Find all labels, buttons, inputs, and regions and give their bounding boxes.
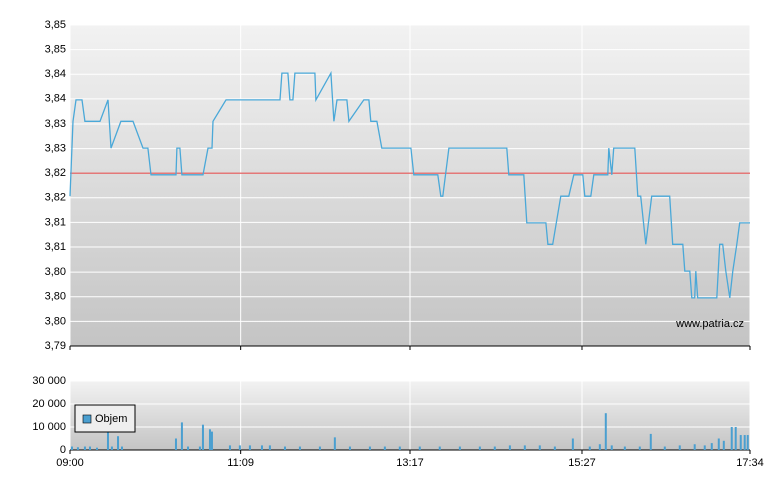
volume-bar xyxy=(174,438,177,450)
volume-bar xyxy=(88,446,91,450)
volume-bar xyxy=(703,445,706,450)
volume-bar xyxy=(493,446,496,450)
volume-bar xyxy=(604,413,607,450)
volume-bar xyxy=(571,438,574,450)
volume-bar xyxy=(722,440,725,450)
volume-bar xyxy=(198,446,201,450)
volume-bar xyxy=(76,447,79,450)
volume-bar xyxy=(478,446,481,450)
volume-bar xyxy=(598,444,601,450)
y-tick-label: 30 000 xyxy=(32,375,66,387)
volume-bar xyxy=(398,446,401,450)
x-tick-label: 15:27 xyxy=(568,457,596,469)
volume-bar xyxy=(649,433,652,450)
volume-bar xyxy=(739,435,742,450)
volume-bar xyxy=(588,446,591,450)
y-tick-label: 3,85 xyxy=(45,19,66,31)
volume-bar xyxy=(95,447,98,450)
volume-bar xyxy=(553,446,556,450)
volume-bar xyxy=(210,431,213,450)
volume-bar xyxy=(368,446,371,450)
y-tick-label: 0 xyxy=(60,444,66,456)
x-tick-label: 11:09 xyxy=(227,457,254,469)
x-tick-label: 13:17 xyxy=(396,457,424,469)
volume-bar xyxy=(318,446,321,450)
volume-bar xyxy=(610,445,613,450)
x-tick-label: 17:34 xyxy=(736,457,764,469)
y-tick-label: 3,84 xyxy=(45,68,66,80)
volume-bar xyxy=(228,445,231,450)
volume-bar xyxy=(743,435,746,450)
volume-bar xyxy=(201,424,204,450)
legend-box xyxy=(74,404,136,433)
volume-bar xyxy=(508,445,511,450)
volume-bar xyxy=(83,446,86,450)
y-tick-label: 3,80 xyxy=(45,266,66,278)
y-tick-label: 3,81 xyxy=(45,216,66,228)
y-tick-label: 3,79 xyxy=(45,340,66,352)
volume-bar xyxy=(208,429,211,450)
volume-bar xyxy=(746,435,749,450)
y-tick-label: 3,84 xyxy=(45,93,66,105)
y-tick-label: 3,81 xyxy=(45,241,66,253)
volume-bar xyxy=(180,422,183,450)
volume-bar xyxy=(458,446,461,450)
volume-bar xyxy=(120,446,123,450)
volume-bar xyxy=(678,445,681,450)
volume-bar xyxy=(418,446,421,450)
y-tick-label: 3,82 xyxy=(45,192,66,204)
legend-label: Objem xyxy=(95,413,127,425)
volume-bar xyxy=(333,437,336,450)
volume-bar xyxy=(260,445,263,450)
volume-bar xyxy=(268,445,271,450)
volume-bar xyxy=(538,445,541,450)
volume-bar xyxy=(117,436,120,450)
y-tick-label: 3,85 xyxy=(45,44,66,56)
y-tick-label: 3,82 xyxy=(45,167,66,179)
price-line xyxy=(69,70,750,299)
y-tick-label: 3,83 xyxy=(45,118,66,130)
volume-bar xyxy=(623,446,626,450)
volume-bar xyxy=(663,446,666,450)
y-tick-label: 3,83 xyxy=(45,142,66,154)
legend: Objem xyxy=(74,404,136,433)
y-tick-label: 10 000 xyxy=(32,421,66,433)
volume-bar xyxy=(70,446,73,450)
volume-bar xyxy=(238,445,241,450)
volume-bar xyxy=(523,445,526,450)
legend-swatch xyxy=(82,414,92,424)
volume-bar xyxy=(638,446,641,450)
y-tick-label: 20 000 xyxy=(32,398,66,410)
y-tick-label: 3,80 xyxy=(45,315,66,327)
watermark: www.patria.cz xyxy=(675,318,744,330)
x-tick-label: 09:00 xyxy=(56,457,84,469)
volume-bar xyxy=(438,446,441,450)
volume-bar xyxy=(693,444,696,450)
volume-bar xyxy=(383,446,386,450)
volume-bar xyxy=(298,446,301,450)
y-tick-label: 3,80 xyxy=(45,291,66,303)
volume-bar xyxy=(283,446,286,450)
volume-bar xyxy=(717,438,720,450)
volume-bar xyxy=(248,445,251,450)
volume-bar xyxy=(730,427,733,450)
volume-bar xyxy=(734,427,737,450)
volume-bar xyxy=(710,443,713,450)
volume-bar xyxy=(187,446,190,450)
volume-bar xyxy=(110,446,113,450)
volume-bar xyxy=(348,446,351,450)
